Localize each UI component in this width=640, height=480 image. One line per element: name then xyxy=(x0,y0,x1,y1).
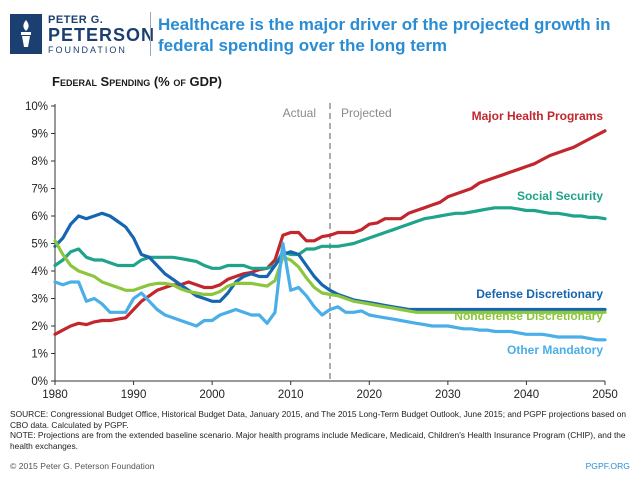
y-tick-label: 4% xyxy=(31,266,48,278)
chart-subtitle: Federal Spending (% of GDP) xyxy=(52,74,222,89)
x-tick-label: 2000 xyxy=(199,389,225,400)
x-tick-label: 2050 xyxy=(592,389,618,400)
projected-label: Projected xyxy=(341,106,392,120)
series-label-other-mandatory: Other Mandatory xyxy=(507,343,603,357)
y-tick-label: 8% xyxy=(31,156,48,168)
chart-title: Healthcare is the major driver of the pr… xyxy=(158,15,611,55)
logo-text-line2: PETERSON xyxy=(48,25,156,45)
logo-text-line3: FOUNDATION xyxy=(48,45,127,55)
torch-logo-icon xyxy=(10,14,42,54)
x-tick-label: 2040 xyxy=(514,389,540,400)
y-tick-label: 2% xyxy=(31,321,48,333)
y-tick-label: 10% xyxy=(25,101,48,113)
series-label-nondefense-discretionary: Nondefense Discretionary xyxy=(454,309,603,323)
series-line-social-security xyxy=(53,206,607,270)
note-text: NOTE: Projections are from the extended … xyxy=(10,430,626,451)
x-tick-label: 1990 xyxy=(121,389,147,400)
series-label-social-security: Social Security xyxy=(517,189,603,203)
y-tick-label: 6% xyxy=(31,211,48,223)
federal-spending-line-chart: 0% 1% 2% 3% 4% 5% 6% 7% 8% 9% 10% 1980 1990 2000 2010 2… xyxy=(25,101,618,400)
series-label-defense-discretionary: Defense Discretionary xyxy=(476,287,603,301)
series-line-other-mandatory xyxy=(53,241,607,342)
x-tick-label: 1980 xyxy=(42,389,68,400)
series-line-nondefense-discretionary xyxy=(53,239,607,314)
series-label-major-health-programs: Major Health Programs xyxy=(472,109,604,123)
series-line-defense-discretionary xyxy=(53,211,607,312)
source-notes: SOURCE: Congressional Budget Office, His… xyxy=(10,409,630,451)
y-tick-label: 0% xyxy=(31,376,48,388)
x-tick-label: 2020 xyxy=(356,389,382,400)
logo-text-line1: PETER G. xyxy=(48,14,104,26)
x-tick-label: 2030 xyxy=(435,389,461,400)
x-tick-label: 2010 xyxy=(278,389,304,400)
peterson-foundation-logo[interactable]: PETER G. PETERSON FOUNDATION xyxy=(10,14,156,55)
header-divider xyxy=(150,12,151,56)
copyright-text: © 2015 Peter G. Peterson Foundation xyxy=(10,461,155,471)
chart-subtitle-text: Federal Spending (% of GDP) xyxy=(52,74,222,89)
y-tick-label: 9% xyxy=(31,129,48,141)
y-tick-label: 5% xyxy=(31,239,48,251)
y-tick-label: 7% xyxy=(31,184,48,196)
site-link[interactable]: PGPF.ORG xyxy=(585,461,630,471)
header: PETER G. PETERSON FOUNDATION Healthcare … xyxy=(0,0,640,66)
y-tick-label: 3% xyxy=(31,294,48,306)
actual-label: Actual xyxy=(283,106,316,120)
y-tick-label: 1% xyxy=(31,349,48,361)
source-text: SOURCE: Congressional Budget Office, His… xyxy=(10,409,627,430)
